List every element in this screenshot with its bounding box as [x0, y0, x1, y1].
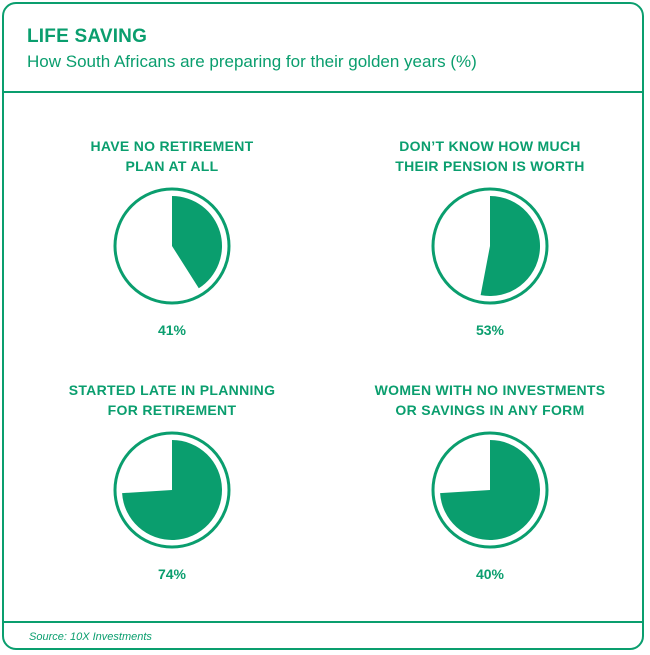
pie-chart — [113, 431, 231, 549]
source-note: Source: 10X Investments — [29, 631, 152, 643]
pie-slice — [172, 196, 223, 289]
chart-title-line: HAVE NO RETIREMENT — [90, 138, 254, 154]
chart-title-line: PLAN AT ALL — [125, 158, 219, 174]
page-subtitle: How South Africans are preparing for the… — [27, 52, 477, 71]
chart-value-label: 53% — [475, 322, 505, 338]
chart-title-line: OR SAVINGS IN ANY FORM — [395, 402, 585, 418]
chart-panel-no-retirement-plan: HAVE NO RETIREMENT PLAN AT ALL 41% — [22, 136, 322, 366]
chart-title-line: THEIR PENSION IS WORTH — [395, 158, 585, 174]
chart-title: STARTED LATE IN PLANNING FOR RETIREMENT — [22, 380, 322, 420]
chart-panel-women-no-savings: WOMEN WITH NO INVESTMENTS OR SAVINGS IN … — [340, 380, 640, 610]
chart-panel-pension-worth: DON’T KNOW HOW MUCH THEIR PENSION IS WOR… — [340, 136, 640, 366]
chart-panel-started-late: STARTED LATE IN PLANNING FOR RETIREMENT … — [22, 380, 322, 610]
header-divider — [4, 91, 642, 93]
chart-title: DON’T KNOW HOW MUCH THEIR PENSION IS WOR… — [340, 136, 640, 176]
chart-title-line: WOMEN WITH NO INVESTMENTS — [374, 382, 606, 398]
pie-slice — [122, 440, 223, 540]
chart-title-line: DON’T KNOW HOW MUCH — [399, 138, 581, 154]
chart-title-line: FOR RETIREMENT — [107, 402, 237, 418]
chart-title: HAVE NO RETIREMENT PLAN AT ALL — [22, 136, 322, 176]
chart-title: WOMEN WITH NO INVESTMENTS OR SAVINGS IN … — [340, 380, 640, 420]
infographic-card: LIFE SAVING How South Africans are prepa… — [2, 2, 644, 650]
chart-value-label: 40% — [475, 566, 505, 582]
chart-value-label: 41% — [157, 322, 187, 338]
pie-chart — [431, 431, 549, 549]
pie-chart — [113, 187, 231, 305]
pie-chart — [431, 187, 549, 305]
page-title: LIFE SAVING — [27, 26, 148, 47]
chart-title-line: STARTED LATE IN PLANNING — [68, 382, 276, 398]
pie-slice — [480, 196, 541, 296]
footer-divider — [4, 621, 642, 623]
pie-slice — [440, 440, 541, 540]
chart-value-label: 74% — [157, 566, 187, 582]
